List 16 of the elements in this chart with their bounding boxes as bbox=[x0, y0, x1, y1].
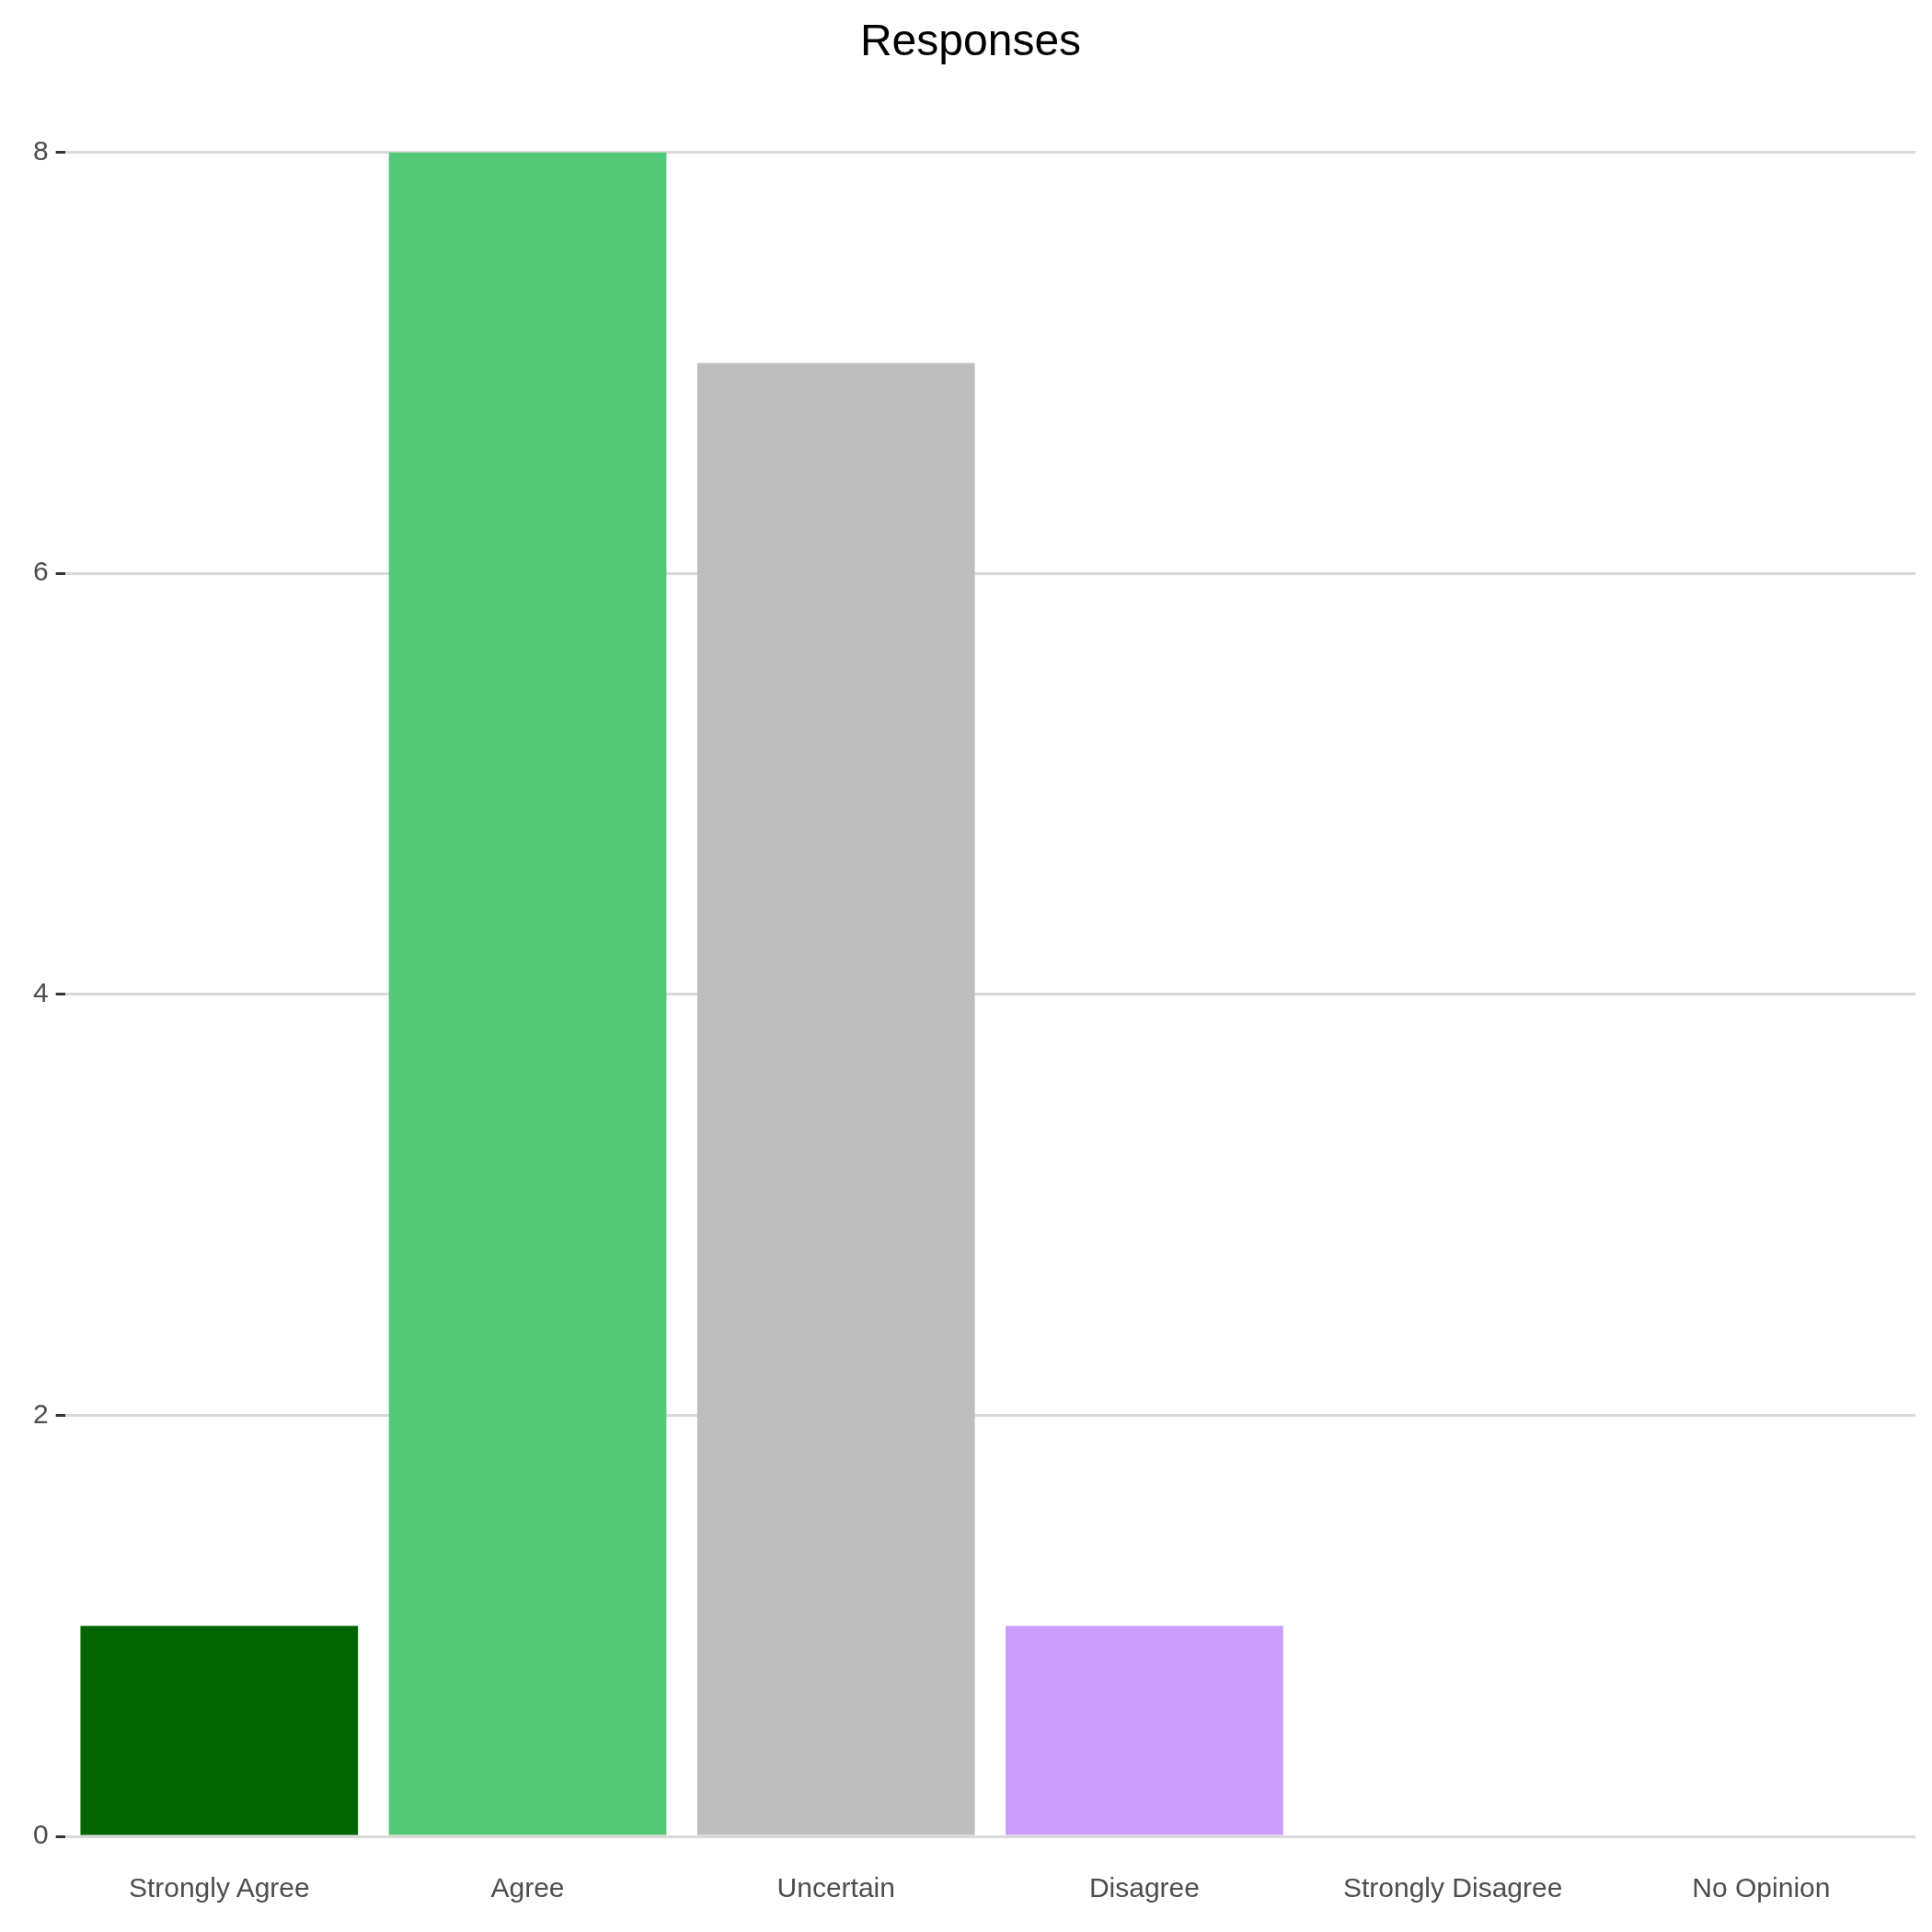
bar bbox=[80, 1626, 359, 1835]
x-tick-label: Strongly Disagree bbox=[1342, 1872, 1563, 1903]
bar bbox=[696, 362, 975, 1835]
x-tick-label: Uncertain bbox=[776, 1872, 895, 1903]
y-tick-label: 6 bbox=[33, 556, 49, 587]
chart-title: Responses bbox=[859, 16, 1082, 65]
x-tick-label: No Opinion bbox=[1692, 1872, 1831, 1903]
bar bbox=[388, 152, 667, 1835]
y-tick-label: 8 bbox=[33, 134, 49, 166]
x-tick-label: Disagree bbox=[1088, 1872, 1200, 1903]
x-tick-label: Strongly Agree bbox=[128, 1872, 310, 1903]
bar bbox=[1006, 1626, 1283, 1835]
y-tick-label: 4 bbox=[33, 977, 49, 1008]
y-tick-label: 0 bbox=[33, 1819, 49, 1850]
x-tick-label: Agree bbox=[490, 1872, 565, 1903]
y-tick-label: 2 bbox=[33, 1397, 49, 1429]
